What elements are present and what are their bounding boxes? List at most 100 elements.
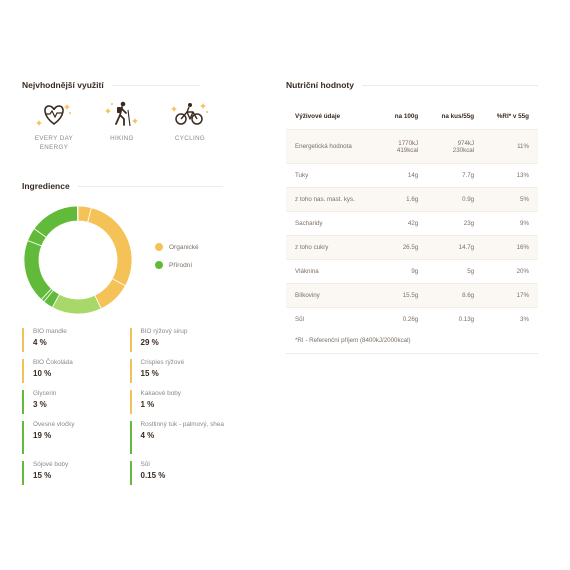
- value-per-100g: 26.5g: [378, 235, 419, 260]
- ingredient-item: Sójové boby 15 %: [22, 461, 120, 485]
- nutrient-name: Tuky: [286, 163, 379, 188]
- ingredients-title-text: Ingredience: [22, 181, 70, 191]
- ingredient-item: BIO Čokoláda 10 %: [22, 359, 120, 383]
- value-per-piece: 0.13g: [418, 307, 475, 332]
- donut-slice: [77, 205, 79, 222]
- table-row: z toho cukry 26.5g 14.7g 16%: [286, 235, 538, 260]
- ingredient-item: Sůl 0.15 %: [129, 461, 228, 485]
- ingredient-value: 15 %: [33, 471, 52, 480]
- usage-item-cycling: CYCLING: [158, 100, 222, 152]
- table-row: Energetická hodnota 1770kJ 419kcal 974kJ 2…: [286, 129, 538, 164]
- table-row: Bílkoviny 15.5g 8.6g 17%: [286, 283, 538, 308]
- nutrient-name: Bílkoviny: [286, 283, 379, 308]
- column-header: na 100g: [394, 112, 419, 120]
- table-row: Vláknina 9g 5g 20%: [286, 259, 538, 284]
- table-row: Sůl 0.26g 0.13g 3%: [286, 307, 538, 332]
- nutrient-name: z toho cukry: [286, 235, 379, 260]
- legend-label: Přírodní: [169, 261, 193, 269]
- ingredient-name: BIO Čokoláda: [33, 359, 73, 366]
- ingredient-value: 1 %: [140, 400, 155, 409]
- title-divider: [362, 84, 538, 86]
- value-ri: 9%: [474, 211, 538, 236]
- ingredient-value: 0.15 %: [140, 471, 166, 480]
- ingredient-item: Crispies rýžové 15 %: [129, 359, 228, 383]
- nutrient-name: z toho nas. mast. kys.: [286, 187, 379, 212]
- nutrient-name: Sůl: [286, 307, 379, 332]
- hiker-icon: [105, 101, 138, 127]
- ingredient-item: Kakaové boby 1 %: [129, 390, 228, 414]
- usage-label-line: CYCLING: [174, 135, 206, 142]
- ingredient-name: BIO mandle: [33, 328, 67, 335]
- usage-label: HIKING: [90, 134, 154, 143]
- ingredients-section-title: Ingredience: [22, 181, 223, 191]
- chart-legend: Organické Přírodní: [155, 241, 199, 277]
- ingredient-name: Crispies rýžové: [140, 359, 185, 366]
- usage-section-title: Nejvhodnější využití: [22, 80, 200, 90]
- value-line: 1770kJ: [398, 139, 419, 147]
- ingredient-item: Rostlinný tuk - palmový, shea 4 %: [129, 421, 228, 454]
- ingredient-value: 19 %: [33, 431, 52, 440]
- column-header: na kus/55g: [441, 112, 475, 120]
- nutrient-name: Energetická hodnota: [286, 129, 379, 164]
- value-per-piece: 23g: [418, 211, 475, 236]
- ingredient-value: 4 %: [33, 338, 47, 347]
- ingredient-name: Sůl: [140, 461, 150, 468]
- ingredient-value: 29 %: [140, 338, 159, 347]
- donut-slice: [87, 207, 133, 287]
- ingredient-name: Ovesné vločky: [33, 421, 75, 428]
- value-line: 419kcal: [396, 146, 419, 154]
- value-per-piece: 14.7g: [418, 235, 475, 260]
- legend-label: Organické: [169, 243, 199, 251]
- value-ri: 17%: [474, 283, 538, 308]
- value-per-piece: 0.9g: [418, 187, 475, 212]
- legend-item-natural: Přírodní: [155, 259, 199, 271]
- value-per-piece: 5g: [418, 259, 475, 284]
- table-row: z toho nas. mast. kys. 1.6g 0.9g 5%: [286, 187, 538, 212]
- legend-item-organic: Organické: [155, 241, 199, 253]
- ingredient-value: 10 %: [33, 369, 52, 378]
- value-per-100g: 15.5g: [378, 283, 419, 308]
- table-row: Sacharidy 42g 23g 9%: [286, 211, 538, 236]
- value-per-100g: 1770kJ 419kcal: [378, 129, 419, 164]
- ingredient-name: BIO rýžový sirup: [140, 328, 188, 335]
- ingredient-item: Ovesné vločky 19 %: [22, 421, 120, 454]
- usage-label-line: ENERGY: [39, 144, 69, 151]
- donut-slice: [51, 293, 102, 315]
- column-header: %RI* v 55g: [496, 112, 529, 120]
- usage-label: EVERY DAY ENERGY: [22, 134, 86, 152]
- table-row: Tuky 14g 7.7g 13%: [286, 163, 538, 188]
- value-ri: 11%: [474, 129, 538, 164]
- usage-title-text: Nejvhodnější využití: [22, 80, 104, 90]
- donut-slice: [23, 239, 53, 301]
- nutrition-table: Výživové údaje na 100g na kus/55g %RI* v…: [286, 103, 538, 332]
- value-per-100g: 9g: [378, 259, 419, 284]
- ingredient-value: 4 %: [140, 431, 155, 440]
- title-divider: [111, 84, 200, 86]
- table-header-row: Výživové údaje na 100g na kus/55g %RI* v…: [286, 103, 538, 130]
- usage-label-line: EVERY DAY: [34, 135, 74, 142]
- column-header: Výživové údaje: [295, 112, 341, 120]
- value-ri: 16%: [474, 235, 538, 260]
- legend-dot: [155, 243, 163, 251]
- footnote-divider: [286, 353, 538, 354]
- usage-label: CYCLING: [158, 134, 222, 143]
- value-ri: 3%: [474, 307, 538, 332]
- nutrition-footnote: *RI - Referenční příjem (8400kJ/2000kcal…: [295, 337, 411, 344]
- legend-dot: [155, 261, 163, 269]
- ingredient-name: Rostlinný tuk - palmový, shea: [140, 421, 224, 428]
- value-per-piece: 8.6g: [418, 283, 475, 308]
- ingredients-donut-chart: [23, 205, 133, 315]
- usage-list: EVERY DAY ENERGY HIKING C: [22, 100, 222, 152]
- value-per-100g: 1.6g: [378, 187, 419, 212]
- nutrient-name: Vláknina: [286, 259, 379, 284]
- ingredient-item: BIO mandle 4 %: [22, 328, 120, 352]
- nutrition-section-title: Nutriční hodnoty: [286, 80, 538, 90]
- title-divider: [77, 185, 223, 187]
- value-per-piece: 974kJ 230kcal: [418, 129, 475, 164]
- usage-item-every-day-energy: EVERY DAY ENERGY: [22, 100, 86, 152]
- usage-item-hiking: HIKING: [90, 100, 154, 152]
- value-line: 230kcal: [452, 146, 475, 154]
- value-ri: 5%: [474, 187, 538, 212]
- nutrient-name: Sacharidy: [286, 211, 379, 236]
- value-ri: 13%: [474, 163, 538, 188]
